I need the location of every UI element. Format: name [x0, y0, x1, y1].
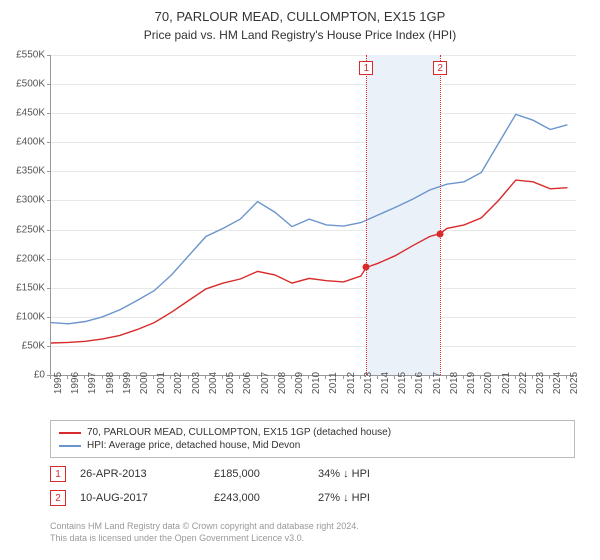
x-axis-label: 2018: [449, 372, 460, 394]
x-axis-label: 2008: [277, 372, 288, 394]
x-axis-label: 2010: [311, 372, 322, 394]
x-axis-label: 2024: [552, 372, 563, 394]
legend-swatch: [59, 445, 81, 447]
x-axis-label: 2009: [294, 372, 305, 394]
x-axis-label: 2023: [535, 372, 546, 394]
legend-item: 70, PARLOUR MEAD, CULLOMPTON, EX15 1GP (…: [59, 426, 566, 439]
marker-price: £243,000: [214, 492, 304, 504]
x-axis-label: 2002: [173, 372, 184, 394]
chart-area: 12 £0£50K£100K£150K£200K£250K£300K£350K£…: [50, 55, 575, 375]
x-axis-label: 2004: [208, 372, 219, 394]
y-axis-label: £550K: [16, 50, 45, 61]
citation: Contains HM Land Registry data © Crown c…: [50, 520, 575, 544]
marker-dot: [363, 264, 370, 271]
marker-pct: 34% ↓ HPI: [318, 468, 438, 480]
marker-box-icon: 1: [50, 466, 66, 482]
series-line: [51, 180, 567, 343]
x-axis-label: 2016: [414, 372, 425, 394]
x-axis-label: 2015: [397, 372, 408, 394]
y-axis-label: £450K: [16, 108, 45, 119]
citation-line: Contains HM Land Registry data © Crown c…: [50, 520, 575, 532]
x-axis-label: 2000: [139, 372, 150, 394]
marker-date: 26-APR-2013: [80, 468, 200, 480]
chart-title: 70, PARLOUR MEAD, CULLOMPTON, EX15 1GP: [0, 0, 600, 26]
marker-vline: [440, 55, 441, 375]
y-axis-label: £150K: [16, 282, 45, 293]
y-axis-label: £400K: [16, 137, 45, 148]
x-axis-label: 2012: [346, 372, 357, 394]
marker-vline: [366, 55, 367, 375]
y-axis-label: £50K: [22, 340, 45, 351]
legend-label: HPI: Average price, detached house, Mid …: [87, 440, 300, 451]
y-axis-label: £300K: [16, 195, 45, 206]
y-axis-label: £500K: [16, 79, 45, 90]
x-axis-label: 1997: [87, 372, 98, 394]
x-axis-label: 2001: [156, 372, 167, 394]
marker-table: 1 26-APR-2013 £185,000 34% ↓ HPI 2 10-AU…: [50, 462, 575, 510]
legend-swatch: [59, 432, 81, 434]
x-axis-label: 2025: [569, 372, 580, 394]
legend-label: 70, PARLOUR MEAD, CULLOMPTON, EX15 1GP (…: [87, 427, 391, 438]
x-axis-label: 2003: [191, 372, 202, 394]
x-axis-label: 1996: [70, 372, 81, 394]
x-axis-label: 2014: [380, 372, 391, 394]
x-axis-label: 1999: [122, 372, 133, 394]
legend-item: HPI: Average price, detached house, Mid …: [59, 439, 566, 452]
marker-dot: [437, 230, 444, 237]
x-axis-label: 2019: [466, 372, 477, 394]
chart-subtitle: Price paid vs. HM Land Registry's House …: [0, 26, 600, 42]
marker-date: 10-AUG-2017: [80, 492, 200, 504]
marker-label-box: 1: [359, 61, 373, 75]
y-axis-label: £100K: [16, 311, 45, 322]
line-series: [51, 55, 576, 375]
citation-line: This data is licensed under the Open Gov…: [50, 532, 575, 544]
x-axis-label: 2007: [260, 372, 271, 394]
marker-label-box: 2: [433, 61, 447, 75]
x-axis-label: 1995: [53, 372, 64, 394]
plot-region: 12: [50, 55, 576, 376]
x-axis-label: 2006: [242, 372, 253, 394]
x-axis-label: 2021: [501, 372, 512, 394]
legend: 70, PARLOUR MEAD, CULLOMPTON, EX15 1GP (…: [50, 420, 575, 458]
marker-pct: 27% ↓ HPI: [318, 492, 438, 504]
y-axis-label: £350K: [16, 166, 45, 177]
marker-price: £185,000: [214, 468, 304, 480]
marker-box-icon: 2: [50, 490, 66, 506]
x-axis-label: 2013: [363, 372, 374, 394]
y-axis-label: £200K: [16, 253, 45, 264]
series-line: [51, 114, 567, 323]
x-axis-label: 2005: [225, 372, 236, 394]
marker-row: 2 10-AUG-2017 £243,000 27% ↓ HPI: [50, 486, 575, 510]
x-axis-label: 2011: [328, 372, 339, 394]
y-axis-label: £0: [34, 370, 45, 381]
marker-row: 1 26-APR-2013 £185,000 34% ↓ HPI: [50, 462, 575, 486]
y-axis-label: £250K: [16, 224, 45, 235]
x-axis-label: 1998: [105, 372, 116, 394]
chart-container: 70, PARLOUR MEAD, CULLOMPTON, EX15 1GP P…: [0, 0, 600, 560]
x-axis-label: 2020: [483, 372, 494, 394]
x-axis-label: 2022: [518, 372, 529, 394]
x-axis-label: 2017: [432, 372, 443, 394]
